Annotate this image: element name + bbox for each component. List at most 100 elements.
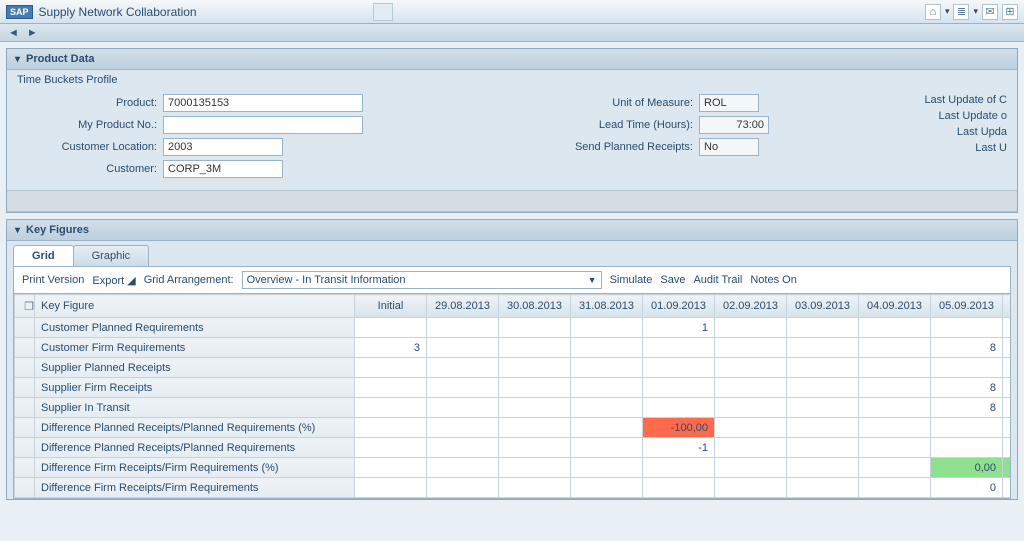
tab-grid[interactable]: Grid (13, 245, 74, 266)
table-cell[interactable] (427, 478, 499, 498)
empty-tab[interactable] (373, 3, 393, 21)
simulate-button[interactable]: Simulate (610, 274, 653, 286)
table-cell[interactable] (643, 398, 715, 418)
audit-trail-button[interactable]: Audit Trail (693, 274, 742, 286)
table-cell[interactable] (643, 458, 715, 478)
table-cell[interactable] (859, 318, 931, 338)
table-cell[interactable] (571, 418, 643, 438)
table-cell[interactable] (427, 358, 499, 378)
column-header[interactable]: 03.09.2013 (787, 295, 859, 318)
table-cell[interactable]: 0,00 (1003, 458, 1012, 478)
collapse-icon[interactable]: ▾ (15, 54, 20, 65)
table-cell[interactable] (427, 338, 499, 358)
column-header[interactable]: Initial (355, 295, 427, 318)
table-cell[interactable] (499, 418, 571, 438)
table-cell[interactable] (355, 418, 427, 438)
column-header[interactable]: 01.09.2013 (643, 295, 715, 318)
table-cell[interactable] (571, 338, 643, 358)
field-product[interactable]: 7000135153 (163, 94, 363, 112)
table-cell[interactable] (499, 378, 571, 398)
table-cell[interactable] (931, 418, 1003, 438)
tab-graphic[interactable]: Graphic (73, 245, 150, 266)
table-cell[interactable]: 0 (931, 478, 1003, 498)
table-cell[interactable] (355, 318, 427, 338)
table-cell[interactable]: 8 (931, 398, 1003, 418)
table-cell[interactable] (715, 418, 787, 438)
table-cell[interactable]: 1 (1003, 378, 1012, 398)
collapse-icon[interactable]: ▾ (15, 225, 20, 236)
feed-icon[interactable]: ≣ (953, 4, 969, 20)
field-customer[interactable]: CORP_3M (163, 160, 283, 178)
table-cell[interactable] (715, 478, 787, 498)
table-cell[interactable] (571, 478, 643, 498)
column-header[interactable]: 02.09.2013 (715, 295, 787, 318)
table-cell[interactable]: 1 (1003, 398, 1012, 418)
table-cell[interactable] (787, 478, 859, 498)
table-cell[interactable] (1003, 358, 1012, 378)
table-cell[interactable] (787, 418, 859, 438)
table-cell[interactable] (859, 418, 931, 438)
table-cell[interactable] (859, 398, 931, 418)
row-selector[interactable] (15, 418, 35, 438)
table-cell[interactable] (499, 398, 571, 418)
table-cell[interactable] (427, 438, 499, 458)
table-cell[interactable] (643, 358, 715, 378)
home-menu-icon[interactable]: ▾ (945, 6, 950, 17)
row-selector[interactable] (15, 378, 35, 398)
table-cell[interactable] (499, 478, 571, 498)
table-cell[interactable] (355, 458, 427, 478)
row-selector[interactable] (15, 398, 35, 418)
table-cell[interactable] (931, 438, 1003, 458)
table-cell[interactable] (355, 378, 427, 398)
table-cell[interactable] (859, 358, 931, 378)
table-cell[interactable] (715, 438, 787, 458)
table-cell[interactable] (643, 378, 715, 398)
table-cell[interactable] (499, 318, 571, 338)
table-cell[interactable] (427, 458, 499, 478)
table-cell[interactable] (931, 318, 1003, 338)
table-cell[interactable] (715, 358, 787, 378)
table-cell[interactable] (571, 378, 643, 398)
table-cell[interactable] (355, 398, 427, 418)
table-cell[interactable] (787, 458, 859, 478)
table-cell[interactable] (427, 418, 499, 438)
table-cell[interactable] (715, 338, 787, 358)
table-cell[interactable]: 8 (931, 378, 1003, 398)
select-all-corner[interactable]: ❐ (15, 295, 35, 318)
grid-arrangement-select[interactable]: Overview - In Transit Information ▼ (242, 271, 602, 289)
table-cell[interactable] (715, 318, 787, 338)
row-selector[interactable] (15, 458, 35, 478)
table-cell[interactable] (427, 398, 499, 418)
table-cell[interactable] (931, 358, 1003, 378)
table-cell[interactable]: 1 (1003, 338, 1012, 358)
table-cell[interactable] (859, 338, 931, 358)
column-header[interactable]: 05.09.2013 (931, 295, 1003, 318)
field-my-product-no[interactable] (163, 116, 363, 134)
table-cell[interactable] (355, 438, 427, 458)
column-header[interactable]: 04.09.2013 (859, 295, 931, 318)
table-cell[interactable] (571, 458, 643, 478)
table-cell[interactable] (787, 378, 859, 398)
feed-menu-icon[interactable]: ▾ (973, 6, 978, 17)
field-customer-location[interactable]: 2003 (163, 138, 283, 156)
table-cell[interactable] (787, 358, 859, 378)
save-button[interactable]: Save (660, 274, 685, 286)
table-cell[interactable] (499, 358, 571, 378)
table-cell[interactable]: 8 (931, 338, 1003, 358)
table-cell[interactable] (715, 378, 787, 398)
table-cell[interactable] (355, 358, 427, 378)
table-cell[interactable] (571, 398, 643, 418)
row-selector[interactable] (15, 438, 35, 458)
table-cell[interactable] (1003, 318, 1012, 338)
table-cell[interactable] (1003, 438, 1012, 458)
table-cell[interactable] (787, 398, 859, 418)
table-cell[interactable] (499, 338, 571, 358)
row-selector[interactable] (15, 338, 35, 358)
table-cell[interactable] (1003, 418, 1012, 438)
table-cell[interactable]: 3 (355, 338, 427, 358)
table-cell[interactable] (859, 478, 931, 498)
table-cell[interactable] (643, 338, 715, 358)
table-cell[interactable] (643, 478, 715, 498)
row-selector[interactable] (15, 478, 35, 498)
print-version-link[interactable]: Print Version (22, 274, 84, 286)
